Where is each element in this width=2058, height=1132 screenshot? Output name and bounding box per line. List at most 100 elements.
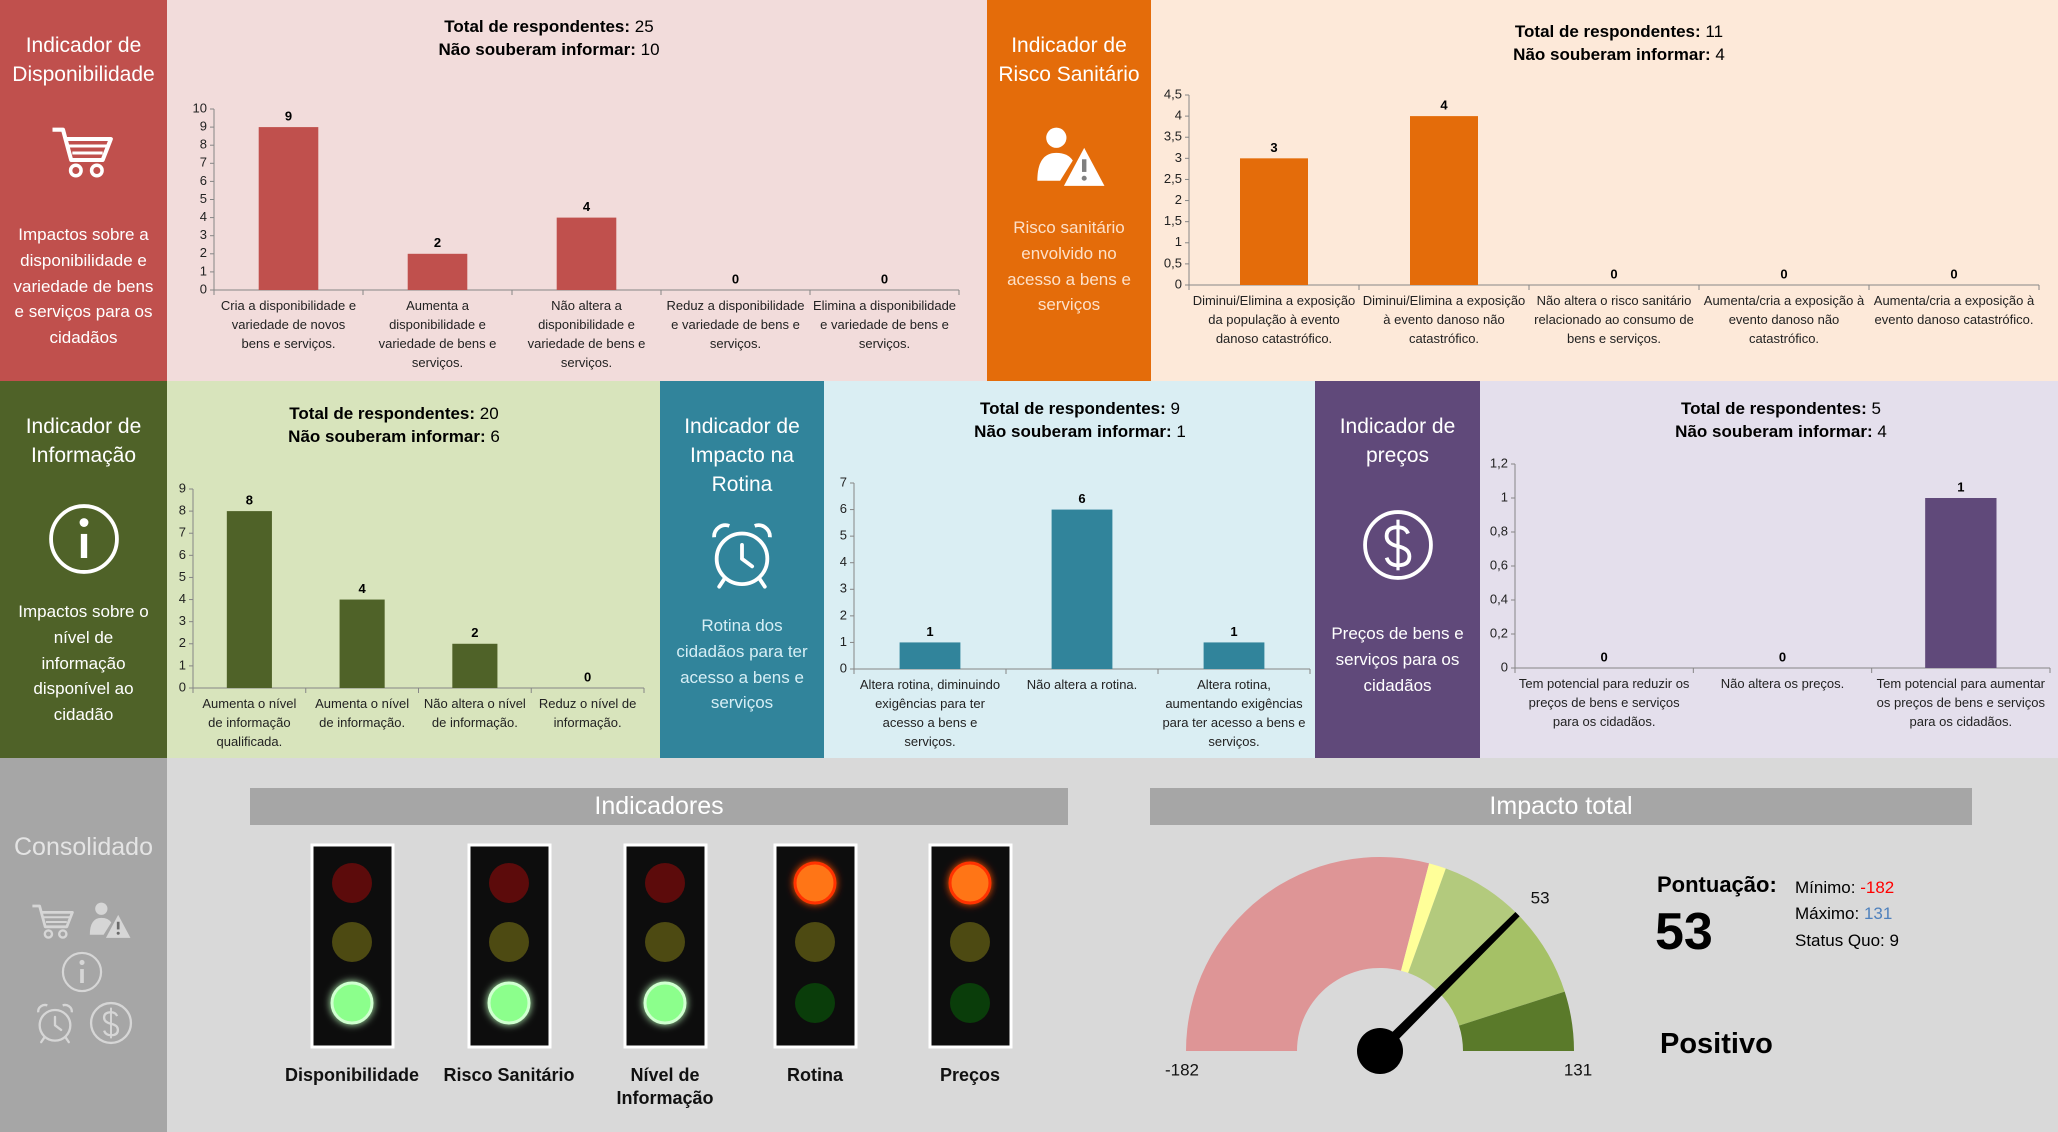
y-tick-label: 6 bbox=[179, 547, 186, 562]
y-tick-label: 1,5 bbox=[1164, 213, 1182, 228]
sidebar: Indicador de Disponibilidade Impactos so… bbox=[0, 0, 167, 381]
x-tick-label: Não altera a rotina. bbox=[1026, 677, 1138, 692]
sidebar: Indicador de preços Preços de bens e ser… bbox=[1315, 381, 1480, 758]
y-tick-label: 5 bbox=[840, 528, 847, 543]
y-tick-label: 0,4 bbox=[1490, 591, 1508, 606]
x-tick-label: Elimina a disponibilidade e variedade de… bbox=[812, 298, 957, 351]
status-quo-row: Status Quo: 9 bbox=[1795, 931, 1899, 951]
bar bbox=[1203, 642, 1265, 669]
indicator-description: Rotina dos cidadãos para ter acesso a be… bbox=[676, 616, 808, 713]
section-title: Impacto total bbox=[1150, 788, 1972, 825]
min-row: Mínimo: -182 bbox=[1795, 878, 1894, 898]
gauge-needle bbox=[1376, 912, 1520, 1055]
y-tick-label: 1 bbox=[1175, 234, 1182, 249]
y-tick-label: 0,2 bbox=[1490, 625, 1508, 640]
value-label: 0 bbox=[1780, 266, 1787, 281]
x-tick-label: Não altera a disponibilidade e variedade… bbox=[527, 298, 646, 370]
unknown: 10 bbox=[640, 39, 660, 59]
y-tick-label: 1,2 bbox=[1490, 455, 1508, 470]
y-tick-label: 4 bbox=[1175, 108, 1182, 123]
max-value: 131 bbox=[1863, 904, 1893, 923]
y-tick-label: 10 bbox=[193, 100, 207, 115]
lamp bbox=[795, 922, 835, 962]
lamp bbox=[950, 922, 990, 962]
indicator-title: Indicador de Disponibilidade bbox=[12, 34, 155, 86]
value-label: 2 bbox=[471, 625, 478, 640]
light-label: Disponibilidade bbox=[284, 1065, 419, 1085]
gauge-band bbox=[1459, 991, 1574, 1051]
min-value: -182 bbox=[1860, 878, 1895, 897]
value-label: 9 bbox=[285, 109, 292, 124]
y-tick-label: 0 bbox=[840, 660, 847, 675]
gauge-band bbox=[1438, 914, 1565, 1026]
unknown: 4 bbox=[1715, 44, 1725, 64]
y-tick-label: 0 bbox=[1501, 659, 1508, 674]
x-tick-label: Não altera o nível de informação. bbox=[423, 696, 526, 730]
chart-panel: Total de respondentes: 25 Não souberam in… bbox=[167, 0, 987, 381]
status-quo-label: Status Quo: bbox=[1795, 931, 1885, 950]
y-tick-label: 3,5 bbox=[1164, 129, 1182, 144]
unknown-label: Não souberam informar: bbox=[1675, 421, 1873, 441]
score-label: Pontuação: bbox=[1657, 872, 1777, 897]
value-label: 4 bbox=[359, 581, 367, 596]
max-label: Máximo: bbox=[1795, 904, 1860, 923]
y-tick-label: 2,5 bbox=[1164, 171, 1182, 186]
y-tick-label: 3 bbox=[840, 581, 847, 596]
bar bbox=[452, 643, 498, 688]
y-tick-label: 4 bbox=[179, 591, 186, 606]
sidebar: Indicador de Informação Impactos sobre o… bbox=[0, 381, 167, 758]
y-tick-label: 4 bbox=[840, 554, 847, 569]
chart-header: Total de respondentes: 5 Não souberam inf… bbox=[1675, 398, 1887, 444]
value-label: 6 bbox=[1078, 491, 1085, 506]
lamp bbox=[332, 922, 372, 962]
respondents: 25 bbox=[634, 17, 654, 36]
icon bbox=[42, 118, 126, 188]
bar bbox=[1925, 498, 1997, 668]
y-tick-label: 2 bbox=[1175, 192, 1182, 207]
sidebar: Consolidado bbox=[0, 758, 167, 1132]
x-tick-label: Altera rotina, aumentando exigências par… bbox=[1162, 677, 1306, 749]
bar bbox=[226, 511, 272, 688]
x-tick-label: Altera rotina, diminuindo exigências par… bbox=[859, 677, 1001, 749]
chart-header: Total de respondentes: 25 Não souberam in… bbox=[438, 16, 659, 62]
value-label: 0 bbox=[1601, 649, 1608, 664]
chart: 0 0,5 1 1,5 2 2,5 3 3,5 4 4,5 3 4 0 0 0 bbox=[1164, 86, 2040, 291]
bar bbox=[1240, 158, 1308, 285]
x-tick-label: Cria a disponibilidade e variedade de no… bbox=[220, 298, 357, 351]
light-label: Risco Sanitário bbox=[443, 1065, 575, 1085]
respondents-label: Total de respondentes: bbox=[289, 404, 476, 423]
y-tick-label: 5 bbox=[200, 191, 207, 206]
x-tick-label: Reduz a disponibilidade e variedade de b… bbox=[666, 298, 805, 351]
value-label: 8 bbox=[246, 493, 253, 508]
y-tick-label: 2 bbox=[200, 245, 207, 260]
unknown-label: Não souberam informar: bbox=[438, 39, 636, 59]
value-label: 0 bbox=[1779, 649, 1786, 664]
x-tick-label: Diminui/Elimina a exposição à evento dan… bbox=[1362, 293, 1526, 346]
chart: 0 1 2 3 4 5 6 7 8 9 10 9 2 4 0 0 bbox=[193, 100, 960, 296]
indicator-description: Impactos sobre o nível de informação dis… bbox=[18, 602, 149, 725]
indicator-title: Indicador de Impacto na Rotina bbox=[684, 415, 800, 496]
y-tick-label: 0 bbox=[200, 281, 207, 296]
respondents-label: Total de respondentes: bbox=[980, 399, 1166, 418]
value-label: 0 bbox=[584, 669, 591, 684]
indicator-title: Indicador de Risco Sanitário bbox=[998, 34, 1140, 86]
bar bbox=[407, 253, 468, 290]
y-tick-label: 2 bbox=[179, 635, 186, 650]
consolidated-title: Consolidado bbox=[14, 833, 153, 861]
lamp bbox=[489, 863, 529, 903]
lamp bbox=[330, 981, 374, 1025]
y-tick-label: 1 bbox=[840, 634, 847, 649]
max-row: Máximo: 131 bbox=[1795, 904, 1892, 924]
sidebar: Indicador de Impacto na Rotina Rotina do… bbox=[660, 381, 824, 758]
y-tick-label: 5 bbox=[179, 569, 186, 584]
x-tick-label: Não altera o risco sanitário relacionado… bbox=[1534, 293, 1694, 346]
light-label: Preços bbox=[939, 1065, 1001, 1085]
y-tick-label: 4 bbox=[200, 209, 207, 224]
y-tick-label: 1 bbox=[200, 263, 207, 278]
value-label: 1 bbox=[926, 624, 933, 639]
gauge-value-label: 53 bbox=[1531, 889, 1550, 908]
indicator-description: Preços de bens e serviços para os cidadã… bbox=[1331, 624, 1464, 695]
chart: 0 1 2 3 4 5 6 7 1 6 1 bbox=[840, 474, 1311, 675]
